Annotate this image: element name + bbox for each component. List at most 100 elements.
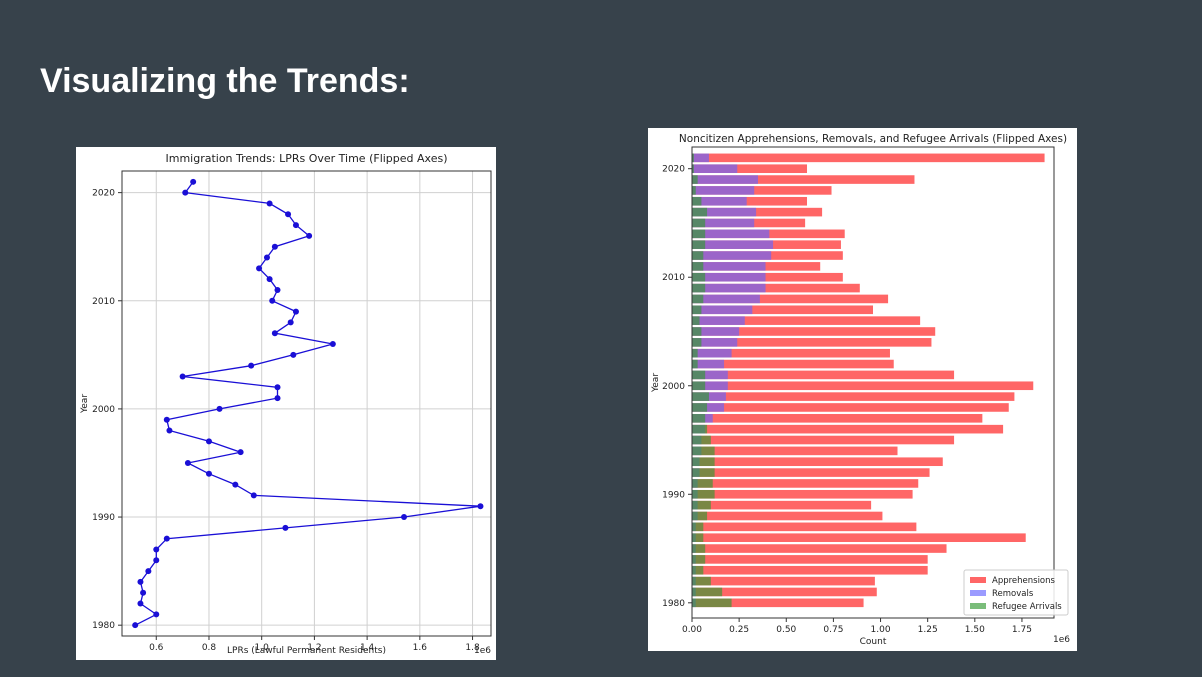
- plot-frame: [121, 170, 492, 637]
- x-tick-label: 0.8: [202, 643, 217, 653]
- bar-removals-2009: [692, 283, 766, 293]
- bar-removals-2003: [692, 348, 732, 358]
- bar-apprehensions-2017: [692, 196, 808, 206]
- data-point-1987: [153, 546, 160, 553]
- y-tick-label: 2010: [662, 273, 685, 283]
- bar-apprehensions-1980: [692, 598, 864, 608]
- data-point-2018: [285, 211, 292, 218]
- bar-refugee-arrivals-2001: [692, 370, 706, 380]
- bar-refugee-arrivals-1990: [692, 489, 715, 499]
- data-point-1980: [132, 622, 139, 629]
- apprehensions-bar-chart-panel: Noncitizen Apprehensions, Removals, and …: [648, 128, 1077, 651]
- bar-removals-2021: [692, 153, 709, 163]
- data-point-2012: [266, 276, 273, 283]
- bar-apprehensions-2007: [692, 305, 873, 315]
- y-tick-label: 2020: [92, 189, 115, 199]
- y-axis-label: Year: [80, 394, 90, 414]
- bar-refugee-arrivals-2021: [692, 153, 694, 163]
- bar-removals-1998: [692, 403, 725, 412]
- bar-refugee-arrivals-1980: [692, 598, 732, 608]
- x-tick-label: 0.6: [149, 643, 164, 653]
- data-point-1999: [163, 416, 170, 423]
- y-tick-label: 1980: [92, 621, 115, 631]
- lpr-line-chart: Immigration Trends: LPRs Over Time (Flip…: [80, 152, 492, 656]
- bar-removals-2000: [692, 381, 728, 391]
- data-point-1993: [232, 481, 239, 488]
- legend: Apprehensions Removals Refugee Arrivals: [963, 569, 1069, 616]
- data-point-2015: [271, 243, 278, 250]
- x-tick-label: 1.25: [918, 625, 938, 635]
- bar-refugee-arrivals-1991: [692, 479, 713, 488]
- bar-refugee-arrivals-1994: [692, 446, 715, 456]
- legend-label-1: Removals: [992, 589, 1034, 599]
- data-point-2020: [182, 189, 189, 196]
- data-point-2010: [269, 297, 276, 304]
- legend-label-2: Refugee Arrivals: [992, 602, 1062, 612]
- x-axis-scale-label: 1e6: [474, 646, 491, 656]
- data-point-2009: [292, 308, 299, 315]
- data-point-2019: [266, 200, 273, 207]
- data-point-1990: [401, 514, 408, 521]
- bar-refugee-arrivals-2020: [692, 164, 694, 174]
- bar-apprehensions-2002: [692, 359, 894, 369]
- bar-refugee-arrivals-2017: [692, 196, 702, 206]
- bar-refugee-arrivals-2013: [692, 240, 706, 249]
- bar-refugee-arrivals-2019: [692, 175, 698, 184]
- y-tick-label: 1990: [92, 513, 115, 523]
- data-point-1995: [184, 459, 191, 466]
- lpr-line-chart-panel: Immigration Trends: LPRs Over Time (Flip…: [76, 147, 496, 660]
- legend-swatch-1: [970, 590, 986, 596]
- data-point-1992: [250, 492, 257, 499]
- bar-refugee-arrivals-2005: [692, 327, 702, 336]
- bar-refugee-arrivals-2018: [692, 186, 696, 195]
- bar-removals-2019: [692, 175, 758, 184]
- bar-refugee-arrivals-1983: [692, 565, 704, 575]
- bar-apprehensions-2001: [692, 370, 955, 380]
- bar-apprehensions-2008: [692, 294, 889, 304]
- data-point-1986: [153, 557, 160, 564]
- bar-refugee-arrivals-2008: [692, 294, 704, 304]
- bar-refugee-arrivals-1997: [692, 414, 706, 423]
- bar-removals-2020: [692, 164, 738, 174]
- data-point-1994: [205, 470, 212, 477]
- data-point-2005: [290, 351, 297, 358]
- x-axis-label: LPRs (Lawful Permanent Residents): [227, 646, 386, 656]
- bar-refugee-arrivals-2012: [692, 251, 704, 260]
- bar-refugee-arrivals-1999: [692, 392, 709, 401]
- bar-apprehensions-1987: [692, 522, 917, 532]
- bar-apprehensions-1981: [692, 587, 877, 597]
- bar-refugee-arrivals-2003: [692, 348, 698, 358]
- bar-apprehensions-1999: [692, 392, 1015, 401]
- bar-removals-2004: [692, 338, 738, 347]
- x-tick-label: 0.75: [823, 625, 843, 635]
- bar-apprehensions-2005: [692, 327, 936, 336]
- x-tick-label: 1.75: [1012, 625, 1032, 635]
- bar-apprehensions-1986: [692, 533, 1026, 542]
- bar-removals-2010: [692, 272, 766, 282]
- bar-apprehensions-1990: [692, 489, 913, 499]
- x-tick-label: 1.00: [871, 625, 891, 635]
- bar-refugee-arrivals-1995: [692, 435, 711, 445]
- x-tick-label: 1.4: [360, 643, 375, 653]
- bar-apprehensions-2000: [692, 381, 1034, 391]
- y-tick-label: 2020: [662, 165, 685, 175]
- data-point-1984: [137, 578, 144, 585]
- data-point-1985: [145, 568, 152, 575]
- data-point-1983: [140, 589, 147, 596]
- legend-label-0: Apprehensions: [992, 576, 1056, 586]
- y-tick-label: 1990: [662, 490, 685, 500]
- series-line-lprs: [134, 181, 481, 626]
- x-tick-label: 0.00: [682, 625, 702, 635]
- chart-title: Noncitizen Apprehensions, Removals, and …: [679, 133, 1067, 145]
- bar-apprehensions-1989: [692, 500, 872, 510]
- data-point-2008: [287, 319, 294, 326]
- bar-refugee-arrivals-1998: [692, 403, 708, 412]
- bar-refugee-arrivals-1984: [692, 555, 706, 564]
- data-point-2003: [179, 373, 186, 380]
- bar-refugee-arrivals-1988: [692, 511, 708, 521]
- x-tick-label: 1.50: [965, 625, 985, 635]
- slide-title: Visualizing the Trends:: [40, 62, 410, 100]
- x-tick-label: 1.0: [255, 643, 270, 653]
- y-tick-label: 2010: [92, 297, 115, 307]
- bar-refugee-arrivals-2000: [692, 381, 706, 391]
